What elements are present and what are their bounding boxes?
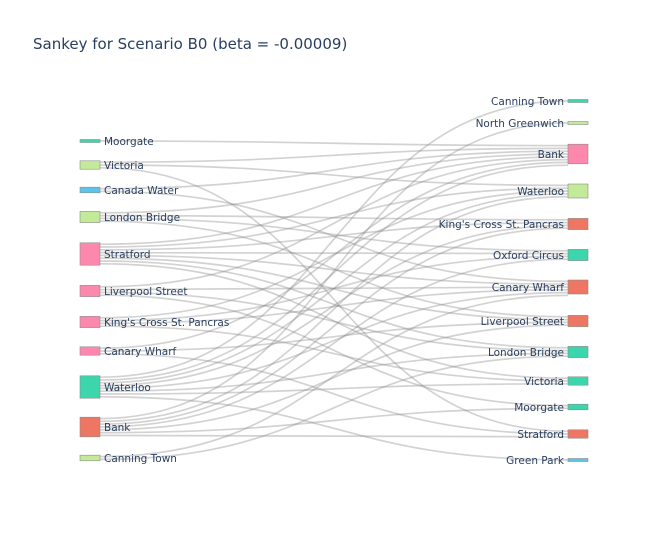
- sankey-link-bank-to-oxford-circus[interactable]: [99, 258, 569, 428]
- sankey-link-victoria-to-bank[interactable]: [99, 147, 569, 164]
- left-node-label-moorgate: Moorgate: [104, 136, 154, 148]
- sankey-link-king-s-cross-st-pancras-to-waterloo[interactable]: [99, 190, 569, 319]
- sankey-link-canada-water-to-bank[interactable]: [99, 150, 569, 190]
- right-node-king-s-cross-st-pancras[interactable]: [567, 218, 589, 230]
- left-node-label-bank: Bank: [104, 422, 131, 434]
- sankey-link-stratford-to-king-s-cross-st-pancras[interactable]: [99, 221, 569, 251]
- right-node-waterloo[interactable]: [567, 183, 589, 199]
- right-node-label-king-s-cross-st-pancras: King's Cross St. Pancras: [439, 219, 564, 231]
- sankey-link-victoria-to-waterloo[interactable]: [99, 164, 569, 187]
- sankey-link-stratford-to-waterloo[interactable]: [99, 187, 569, 248]
- left-node-liverpool-street[interactable]: [79, 285, 101, 297]
- sankey-link-stratford-to-victoria[interactable]: [99, 262, 569, 380]
- sankey-link-victoria-to-stratford[interactable]: [99, 166, 569, 433]
- sankey-link-waterloo-to-king-s-cross-st-pancras[interactable]: [99, 224, 569, 387]
- sankey-link-liverpool-street-to-bank[interactable]: [99, 158, 569, 288]
- right-node-moorgate[interactable]: [567, 403, 589, 411]
- right-node-label-green-park: Green Park: [506, 455, 565, 467]
- right-node-green-park[interactable]: [567, 458, 589, 462]
- sankey-link-canary-wharf-to-stratford[interactable]: [99, 352, 569, 435]
- sankey-link-canary-wharf-to-liverpool-street[interactable]: [99, 321, 569, 352]
- sankey-links: [99, 100, 569, 461]
- sankey-nodes: Moorgate Victoria Canada Water London Bridg…: [79, 96, 589, 467]
- left-node-stratford[interactable]: [79, 242, 101, 266]
- sankey-link-stratford-to-london-bridge[interactable]: [99, 260, 569, 349]
- chart-title: Sankey for Scenario B0 (beta = -0.00009): [33, 35, 348, 53]
- right-node-label-victoria: Victoria: [524, 376, 564, 388]
- sankey-link-bank-to-north-greenwich[interactable]: [99, 122, 569, 420]
- left-node-waterloo[interactable]: [79, 375, 101, 399]
- left-node-label-canning-town: Canning Town: [104, 453, 177, 465]
- sankey-link-king-s-cross-st-pancras-to-oxford-circus[interactable]: [99, 255, 569, 322]
- sankey-link-king-s-cross-st-pancras-to-canary-wharf[interactable]: [99, 288, 569, 325]
- sankey-link-waterloo-to-canary-wharf[interactable]: [99, 291, 569, 390]
- right-node-stratford[interactable]: [567, 429, 589, 439]
- sankey-link-waterloo-to-london-bridge[interactable]: [99, 352, 569, 393]
- sankey-link-canning-town-to-canary-wharf[interactable]: [99, 294, 569, 458]
- right-node-label-london-bridge: London Bridge: [488, 347, 564, 359]
- sankey-link-london-bridge-to-oxford-circus[interactable]: [99, 217, 569, 252]
- left-node-canning-town[interactable]: [79, 454, 101, 462]
- left-node-canada-water[interactable]: [79, 186, 101, 194]
- right-node-canary-wharf[interactable]: [567, 279, 589, 295]
- right-node-canning-town[interactable]: [567, 99, 589, 103]
- sankey-link-london-bridge-to-liverpool-street[interactable]: [99, 220, 569, 318]
- left-node-london-bridge[interactable]: [79, 211, 101, 223]
- sankey-link-stratford-to-bank[interactable]: [99, 155, 569, 246]
- left-node-label-canary-wharf: Canary Wharf: [104, 346, 177, 358]
- sankey-link-liverpool-street-to-canary-wharf[interactable]: [99, 286, 569, 291]
- right-node-victoria[interactable]: [567, 376, 589, 386]
- right-node-label-bank: Bank: [538, 149, 565, 161]
- sankey-link-king-s-cross-st-pancras-to-victoria[interactable]: [99, 325, 569, 382]
- sankey-link-waterloo-to-canning-town[interactable]: [99, 100, 569, 379]
- right-node-north-greenwich[interactable]: [567, 121, 589, 125]
- right-node-oxford-circus[interactable]: [567, 249, 589, 261]
- left-node-label-king-s-cross-st-pancras: King's Cross St. Pancras: [104, 317, 229, 329]
- left-node-canary-wharf[interactable]: [79, 346, 101, 356]
- sankey-link-canada-water-to-canary-wharf[interactable]: [99, 190, 569, 283]
- right-node-london-bridge[interactable]: [567, 346, 589, 358]
- sankey-link-canning-town-to-london-bridge[interactable]: [99, 355, 569, 461]
- sankey-link-moorgate-to-bank[interactable]: [99, 140, 569, 147]
- sankey-link-bank-to-liverpool-street[interactable]: [99, 324, 569, 431]
- sankey-link-waterloo-to-bank[interactable]: [99, 164, 569, 381]
- sankey-link-stratford-to-oxford-circus[interactable]: [99, 251, 569, 255]
- sankey-link-london-bridge-to-king-s-cross-st-pancras[interactable]: [99, 214, 569, 221]
- sankey-link-stratford-to-canary-wharf[interactable]: [99, 254, 569, 286]
- right-node-label-north-greenwich: North Greenwich: [476, 118, 564, 130]
- sankey-link-liverpool-street-to-london-bridge[interactable]: [99, 291, 569, 352]
- sankey-link-waterloo-to-waterloo[interactable]: [99, 192, 569, 384]
- left-node-moorgate[interactable]: [79, 139, 101, 143]
- sankey-link-bank-to-king-s-cross-st-pancras[interactable]: [99, 227, 569, 426]
- left-node-label-london-bridge: London Bridge: [104, 212, 180, 224]
- left-node-label-canada-water: Canada Water: [104, 185, 179, 197]
- sankey-link-bank-to-moorgate[interactable]: [99, 407, 569, 434]
- right-node-liverpool-street[interactable]: [567, 315, 589, 327]
- sankey-link-stratford-to-liverpool-street[interactable]: [99, 257, 569, 321]
- sankey-link-bank-to-stratford[interactable]: [99, 434, 569, 438]
- right-node-label-waterloo: Waterloo: [517, 186, 564, 198]
- sankey-link-waterloo-to-victoria[interactable]: [99, 382, 569, 395]
- sankey-link-bank-to-waterloo[interactable]: [99, 195, 569, 423]
- right-node-label-stratford: Stratford: [517, 429, 564, 441]
- right-node-label-liverpool-street: Liverpool Street: [481, 316, 564, 328]
- right-node-label-moorgate: Moorgate: [514, 402, 564, 414]
- left-node-label-victoria: Victoria: [104, 160, 144, 172]
- left-node-victoria[interactable]: [79, 160, 101, 170]
- left-node-king-s-cross-st-pancras[interactable]: [79, 316, 101, 328]
- sankey-link-waterloo-to-green-park[interactable]: [99, 395, 569, 461]
- right-node-bank[interactable]: [567, 143, 589, 165]
- left-node-bank[interactable]: [79, 416, 101, 438]
- right-node-label-canary-wharf: Canary Wharf: [492, 282, 565, 294]
- sankey-link-canary-wharf-to-bank[interactable]: [99, 161, 569, 350]
- sankey-link-liverpool-street-to-moorgate[interactable]: [99, 294, 569, 407]
- right-node-label-canning-town: Canning Town: [491, 96, 564, 108]
- left-node-label-stratford: Stratford: [104, 249, 151, 261]
- right-node-label-oxford-circus: Oxford Circus: [493, 250, 564, 262]
- sankey-link-london-bridge-to-bank[interactable]: [99, 153, 569, 214]
- left-node-label-liverpool-street: Liverpool Street: [104, 286, 187, 298]
- left-node-label-waterloo: Waterloo: [104, 382, 151, 394]
